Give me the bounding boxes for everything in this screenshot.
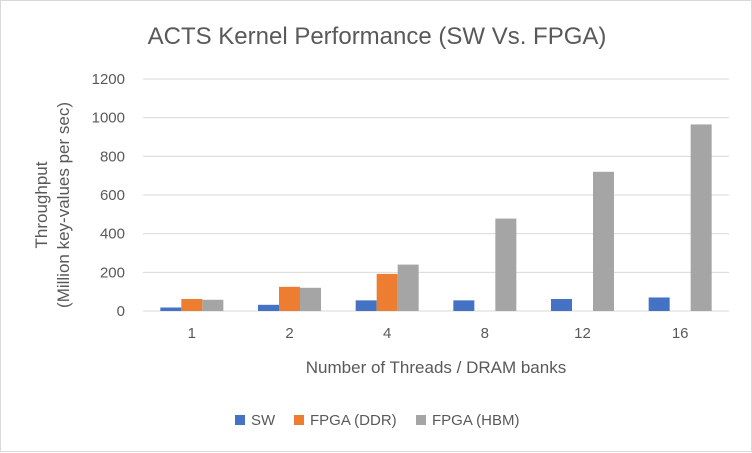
- bar-sw: [160, 307, 182, 311]
- legend-label: FPGA (HBM): [432, 412, 520, 429]
- legend-swatch: [235, 415, 245, 425]
- bar-fpga-hbm: [690, 124, 712, 311]
- x-axis-title: Number of Threads / DRAM banks: [306, 358, 566, 377]
- x-tick-label: 8: [481, 325, 489, 342]
- bar-fpga-ddr: [181, 299, 203, 311]
- bar-sw: [551, 299, 572, 311]
- bar-fpga-hbm: [593, 171, 614, 311]
- y-tick-label: 800: [100, 148, 125, 165]
- legend-label: SW: [251, 412, 276, 429]
- bar-fpga-hbm: [202, 299, 224, 311]
- y-tick-label: 1000: [92, 110, 125, 127]
- bar-sw: [355, 300, 377, 311]
- x-tick-label: 2: [285, 325, 293, 342]
- x-tick-label: 1: [188, 325, 196, 342]
- bar-fpga-ddr: [279, 286, 300, 311]
- legend-label: FPGA (DDR): [310, 412, 397, 429]
- x-tick-label: 16: [672, 325, 689, 342]
- x-tick-label: 4: [383, 325, 391, 342]
- y-tick-label: 1200: [92, 71, 125, 88]
- bar-sw: [648, 297, 670, 311]
- bar-fpga-ddr: [376, 273, 398, 311]
- bar-sw: [453, 300, 475, 311]
- legend-swatch: [416, 415, 426, 425]
- legend-swatch: [294, 415, 304, 425]
- y-tick-label: 0: [117, 303, 125, 320]
- y-tick-label: 200: [100, 264, 125, 281]
- bar-fpga-hbm: [300, 287, 321, 311]
- bar-sw: [258, 304, 279, 311]
- y-tick-label: 600: [100, 187, 125, 204]
- y-tick-label: 400: [100, 226, 125, 243]
- x-tick-label: 12: [574, 325, 591, 342]
- chart-title: ACTS Kernel Performance (SW Vs. FPGA): [147, 23, 607, 50]
- bar-fpga-hbm: [495, 218, 517, 311]
- y-axis-title: (Million key-values per sec): [54, 102, 73, 308]
- bar-fpga-hbm: [397, 264, 419, 311]
- y-axis-title: Throughput: [32, 161, 51, 248]
